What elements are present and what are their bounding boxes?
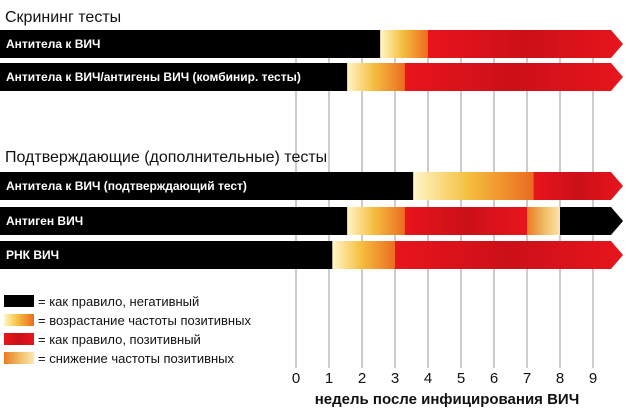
legend-label: = возрастание частоты позитивных [38,313,251,328]
legend-swatch-falling [4,352,34,364]
bar-segment-positive [404,63,623,91]
x-axis-title: недель после инфицирования ВИЧ [315,391,580,408]
bars [0,30,623,269]
legend-label: = как правило, негативный [38,294,199,309]
test-row [0,30,623,58]
labels: Скрининг тесты Антитела к ВИЧ Антитела к В… [5,9,327,262]
x-tick-label: 7 [523,370,531,387]
bar-segment-rising [413,172,535,200]
x-tick-label: 8 [556,370,564,387]
x-tick-label: 4 [424,370,432,387]
bar-segment-rising [347,207,406,235]
bar-segment-negative [0,63,348,91]
x-tick-label: 0 [292,370,300,387]
bar-segment-negative [0,172,414,200]
bar-segment-rising [332,241,396,269]
bar-segment-negative [0,207,348,235]
bar-segment-positive [404,207,528,235]
bar-segment-positive [428,30,623,58]
bar-segment-positive [533,172,623,200]
test-row [0,172,623,200]
bar-segment-rising [347,63,406,91]
test-label: РНК ВИЧ [6,248,59,262]
bar-segment-positive [395,241,623,269]
x-tick-label: 5 [457,370,465,387]
test-row [0,241,623,269]
test-row [0,63,623,91]
legend-swatch-negative [4,295,34,307]
legend-swatch-positive [4,333,34,345]
bar-segment-negative [0,241,333,269]
legend: = как правило, негативный = возрастание ч… [4,294,251,366]
x-tick-label: 2 [358,370,366,387]
section-title: Подтверждающие (дополнительные) тесты [5,149,327,166]
x-tick-label: 1 [325,370,333,387]
bar-segment-rising [380,30,429,58]
x-tick-label: 9 [589,370,597,387]
test-row [0,207,623,235]
bar-segment-negative [560,207,623,235]
section-title: Скрининг тесты [5,9,121,26]
test-label: Антитела к ВИЧ [6,37,100,51]
bar-segment-falling [527,207,561,235]
legend-swatch-rising [4,314,34,326]
test-label: Антитела к ВИЧ/антигены ВИЧ (комбинир. т… [6,70,301,84]
x-tick-label: 6 [490,370,498,387]
x-tick-label: 3 [391,370,399,387]
x-axis: 0 1 2 3 4 5 6 7 8 9 недель после инфицирования ВИЧ [292,370,597,408]
test-label: Антитела к ВИЧ (подтверждающий тест) [6,179,247,193]
legend-label: = снижение частоты позитивных [38,351,235,366]
bar-segment-negative [0,30,381,58]
test-label: Антиген ВИЧ [6,214,83,228]
legend-label: = как правило, позитивный [38,332,201,347]
